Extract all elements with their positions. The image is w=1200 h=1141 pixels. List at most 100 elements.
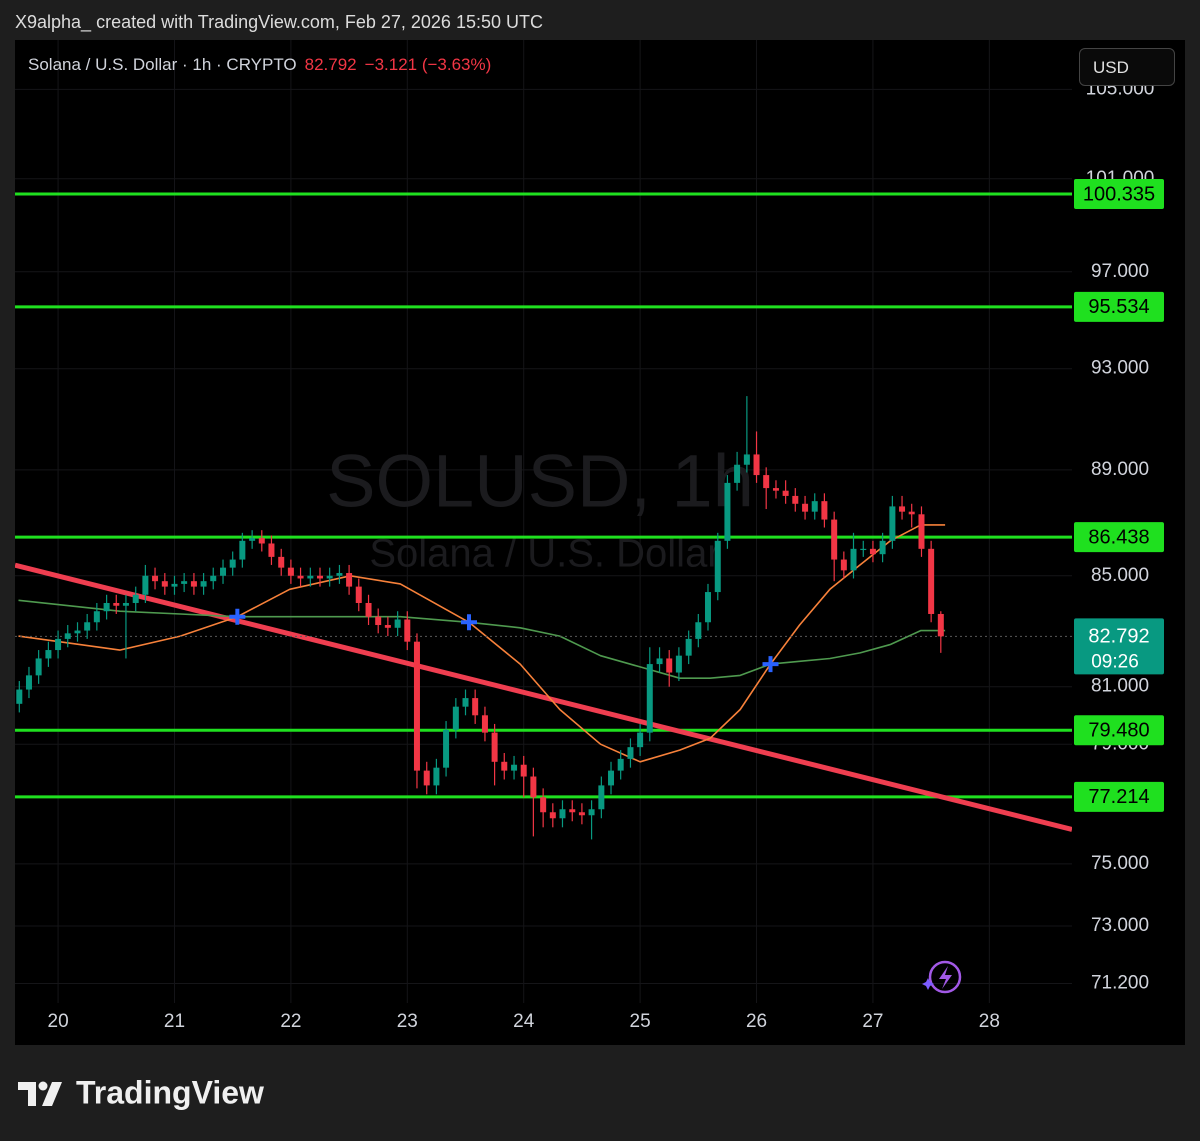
x-tick-label: 28 (979, 1011, 1000, 1032)
candle-body (763, 475, 770, 489)
level-label-box (1074, 178, 1164, 209)
candle-body (404, 619, 411, 642)
candle-body (132, 594, 139, 603)
ai-icon[interactable] (922, 960, 962, 994)
level-label: 79.480 (1088, 720, 1149, 742)
candle-body (287, 567, 294, 576)
x-tick-label: 23 (397, 1011, 418, 1032)
candle-body (928, 548, 935, 614)
candle-body (433, 767, 440, 786)
candle-body (675, 655, 682, 673)
signal-cross (460, 614, 477, 631)
candle-body (210, 575, 217, 582)
symbol-legend: Solana / U.S. Dollar · 1h · CRYPTO 82.792… (28, 55, 491, 75)
candle-body (637, 732, 644, 748)
level-label: 95.534 (1088, 296, 1149, 318)
last-price-label: 82.792 (1088, 626, 1149, 648)
chart-panel (15, 40, 1185, 1045)
level-label: 77.214 (1088, 786, 1149, 808)
change: −3.121 (−3.63%) (364, 55, 492, 74)
level-label-box (1074, 781, 1164, 812)
candle-body (443, 729, 450, 768)
x-tick-label: 24 (513, 1011, 535, 1032)
candle-body (16, 689, 23, 704)
icon-spark (922, 978, 934, 990)
candle-body (413, 641, 420, 771)
candle-body (220, 567, 227, 576)
y-tick-label: 71.200 (1091, 973, 1149, 994)
credit: X9alpha_ created with TradingView.com, F… (15, 12, 543, 33)
candle-body (879, 540, 886, 555)
candle-body (316, 575, 323, 579)
level-label: 100.335 (1083, 183, 1155, 205)
candle-body (152, 575, 159, 582)
candle-body (821, 501, 828, 520)
y-tick-label: 89.000 (1091, 459, 1149, 480)
candle-body (802, 503, 809, 512)
candle-body (278, 556, 285, 568)
x-tick-label: 25 (630, 1011, 651, 1032)
candle-body (860, 548, 867, 551)
candle-body (831, 519, 838, 560)
candle-body (772, 488, 779, 491)
x-tick-label: 27 (862, 1011, 883, 1032)
candle-body (268, 543, 275, 557)
candle-body (190, 581, 197, 587)
brand-logo (18, 1081, 62, 1106)
candle-body (666, 658, 673, 673)
candle-body (608, 770, 615, 786)
candle-body (326, 575, 333, 579)
candle-body (714, 540, 721, 593)
candle-body (588, 809, 595, 816)
x-tick-label: 26 (746, 1011, 767, 1032)
y-tick-label: 75.000 (1091, 853, 1149, 874)
candle-body (462, 698, 469, 707)
y-tick-label: 85.000 (1091, 565, 1149, 586)
candle-body (249, 538, 256, 541)
watermark-sub: Solana / U.S. Dollar (369, 532, 720, 576)
brand: TradingView (76, 1074, 264, 1110)
candle-body (743, 454, 750, 465)
candle-body (937, 613, 944, 637)
candle-body (45, 650, 52, 659)
logo-part (38, 1081, 48, 1091)
candle-body (501, 761, 508, 771)
candle-body (346, 573, 353, 587)
candle-body (394, 619, 401, 628)
candle-body (384, 625, 391, 628)
candle-body (646, 664, 653, 733)
candle-body (850, 548, 857, 571)
candle-body (685, 638, 692, 656)
candle-body (578, 812, 585, 816)
logo-part (42, 1082, 62, 1106)
level-label-box (1074, 715, 1164, 746)
candle-body (452, 706, 459, 730)
candle-body (93, 611, 100, 623)
level-label: 86.438 (1088, 526, 1149, 548)
y-tick-label: 93.000 (1091, 358, 1149, 379)
candle-body (918, 514, 925, 549)
candle-body (161, 581, 168, 587)
trend-line (15, 562, 1072, 832)
candle-body (704, 592, 711, 623)
moving-average (18, 599, 946, 679)
countdown: 09:26 (1091, 651, 1139, 672)
candle-body (724, 482, 731, 541)
icon-ring (928, 960, 962, 994)
candle-body (899, 506, 906, 512)
signal-cross (229, 608, 246, 625)
currency-button[interactable]: USD (1079, 48, 1175, 86)
candle-body (74, 630, 81, 634)
y-tick-label: 81.000 (1091, 676, 1149, 697)
candle-body (530, 776, 537, 798)
candle-body (695, 622, 702, 639)
candle-body (792, 495, 799, 504)
candle-body (200, 581, 207, 587)
candle-body (472, 698, 479, 716)
level-label-box (1074, 291, 1164, 322)
candle-body (491, 732, 498, 762)
y-tick-label: 97.000 (1091, 261, 1149, 282)
candle-body (64, 633, 71, 639)
